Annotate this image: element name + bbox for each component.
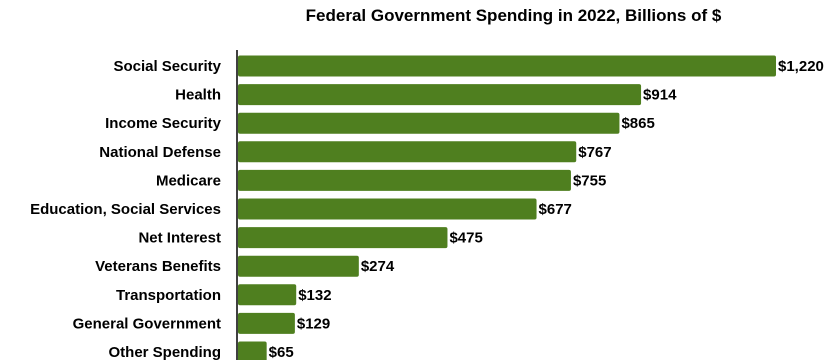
category-label: Income Security [105, 115, 222, 132]
value-label: $767 [578, 144, 611, 161]
bar [238, 141, 577, 163]
value-label: $129 [297, 315, 330, 332]
value-label: $865 [621, 115, 654, 132]
category-label: Transportation [116, 287, 221, 304]
value-label: $914 [643, 87, 677, 104]
value-label: $475 [449, 230, 482, 247]
category-label: Other Spending [109, 344, 222, 360]
value-label: $677 [539, 201, 572, 218]
bar [238, 341, 267, 360]
value-label: $132 [298, 287, 331, 304]
category-label: Social Security [113, 58, 221, 75]
value-label: $65 [269, 344, 294, 360]
category-label: Net Interest [138, 230, 221, 247]
category-label: Medicare [156, 172, 221, 189]
bar [238, 55, 776, 77]
value-label: $1,220 [778, 58, 824, 75]
category-label: General Government [73, 315, 221, 332]
category-label: Education, Social Services [30, 201, 221, 218]
bar [238, 169, 571, 191]
value-label: $274 [361, 258, 395, 275]
category-label: Veterans Benefits [95, 258, 221, 275]
bar [238, 284, 297, 306]
category-label: National Defense [99, 144, 221, 161]
category-label: Health [175, 87, 221, 104]
bar [238, 227, 448, 249]
chart-title: Federal Government Spending in 2022, Bil… [305, 6, 722, 25]
bar [238, 198, 537, 220]
bar [238, 84, 642, 106]
bar [238, 312, 295, 334]
value-label: $755 [573, 172, 606, 189]
bar [238, 112, 620, 134]
bar [238, 255, 359, 277]
